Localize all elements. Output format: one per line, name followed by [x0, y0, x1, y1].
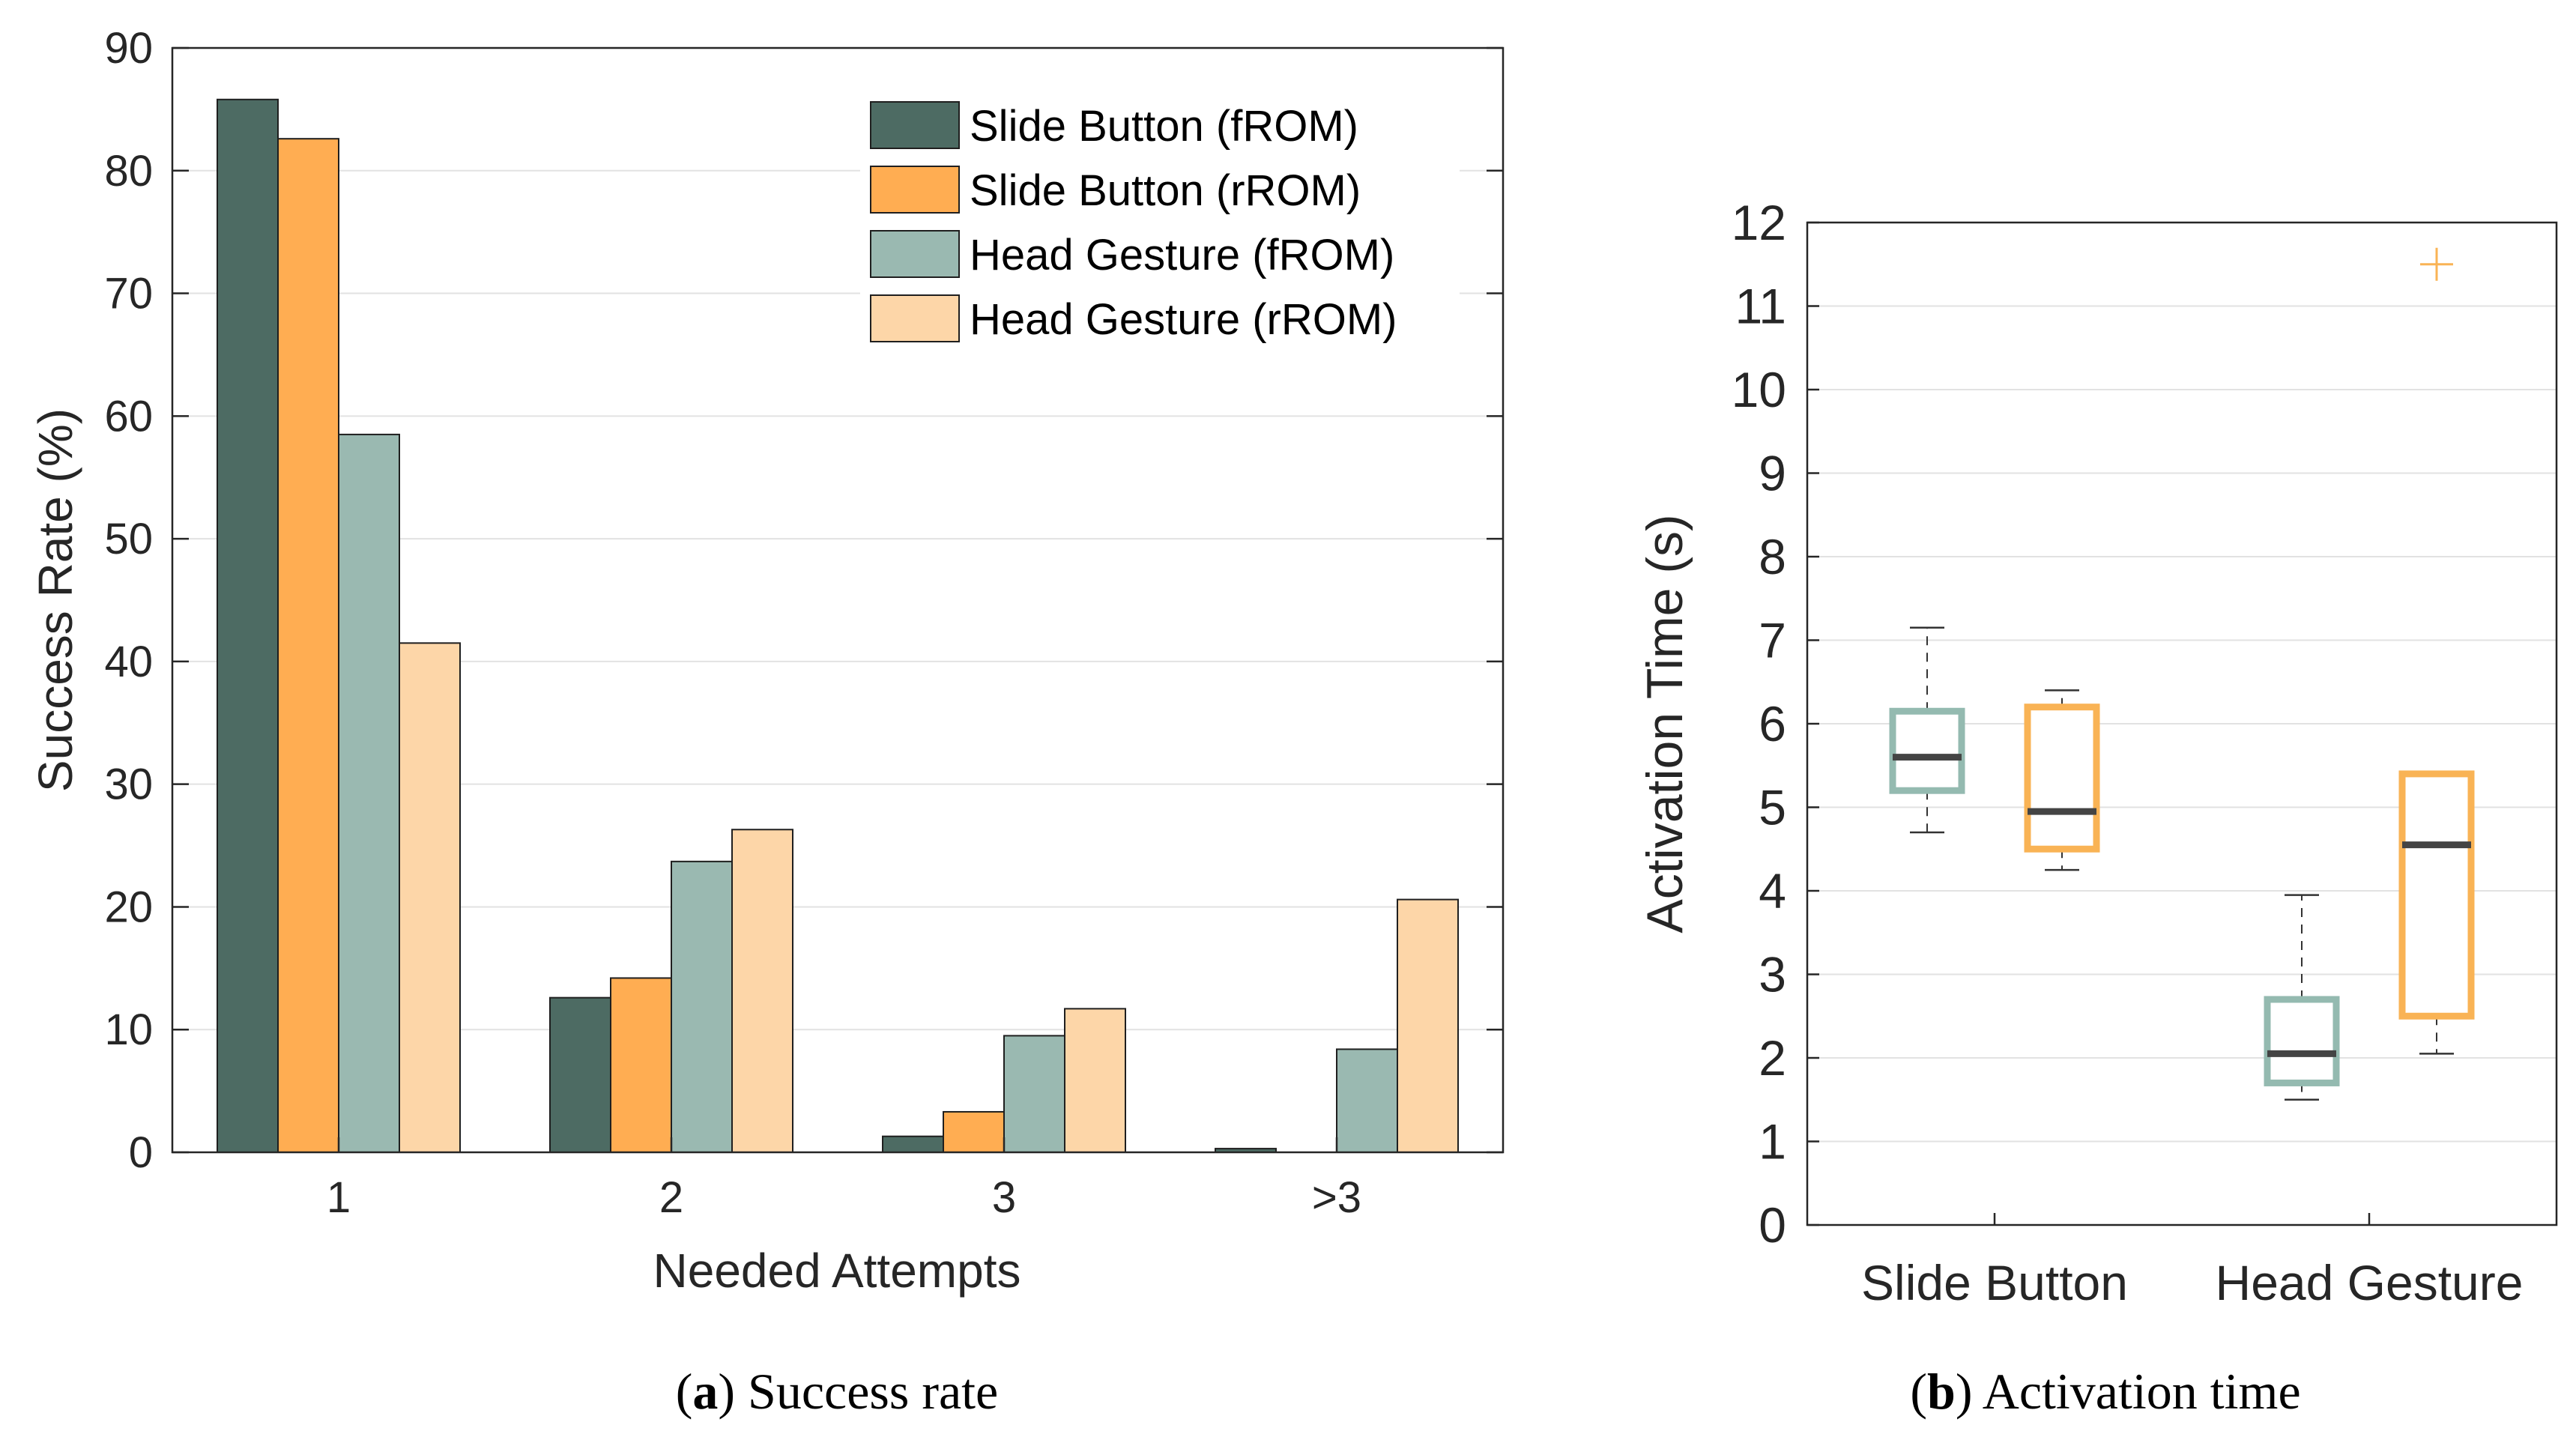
box-iqr	[1889, 707, 1965, 794]
box-y-axis-label: Activation Time (s)	[1636, 514, 1693, 933]
bar	[882, 1135, 944, 1153]
bar-y-tick-label: 20	[104, 883, 153, 931]
bar-x-tick-label: 3	[992, 1173, 1016, 1222]
legend-label: Slide Button (fROM)	[970, 102, 1358, 151]
bar-y-tick-label: 30	[104, 760, 153, 809]
box-y-tick-label: 8	[1759, 529, 1786, 584]
box-y-tick-label: 9	[1759, 446, 1786, 501]
legend-label: Head Gesture (rROM)	[970, 295, 1397, 344]
bar	[277, 138, 339, 1153]
box-y-tick-label: 2	[1759, 1030, 1786, 1086]
box-y-tick-label: 7	[1759, 613, 1786, 668]
bar	[731, 829, 793, 1153]
box-iqr	[2398, 770, 2475, 1020]
box-x-tick-label: Slide Button	[1861, 1255, 2128, 1310]
bar	[1003, 1035, 1065, 1154]
success-rate-chart: 0 10 20 30 40 50 60 70 80 90 1 2 3 >3 Needed Attempt…	[28, 24, 1505, 1420]
legend-swatch	[870, 166, 960, 214]
box-y-tick-label: 0	[1759, 1197, 1786, 1253]
box-y-tick-label: 10	[1732, 362, 1786, 417]
box-y-tick-label: 11	[1735, 279, 1786, 334]
bar-y-tick-label: 40	[104, 638, 153, 686]
box-y-tick-label: 5	[1759, 780, 1786, 835]
legend-swatch	[870, 101, 960, 149]
box-outlier-marker	[2420, 247, 2453, 281]
box-y-tick-label: 1	[1759, 1114, 1786, 1170]
bar	[1397, 898, 1459, 1154]
bar	[610, 977, 672, 1153]
panel-a-letter: a	[692, 1363, 718, 1420]
box-iqr	[2024, 704, 2100, 853]
bar-y-tick-label: 90	[104, 24, 153, 73]
box-y-tick-label: 12	[1732, 195, 1786, 250]
bar	[399, 642, 461, 1153]
bar	[1064, 1008, 1126, 1153]
bar-y-tick-label: 70	[104, 270, 153, 318]
bar-y-tick-label: 0	[129, 1128, 153, 1177]
bar	[338, 433, 400, 1153]
bar-legend: Slide Button (fROM) Slide Button (rROM) He…	[860, 87, 1460, 357]
bar	[943, 1110, 1005, 1154]
legend-swatch	[870, 294, 960, 342]
bar-plot-frame	[171, 46, 1505, 1154]
bar	[671, 860, 733, 1153]
panel-b-caption-text: Activation time	[1983, 1363, 2301, 1420]
bar-y-tick-label: 50	[104, 515, 153, 563]
legend-label: Head Gesture (fROM)	[970, 231, 1394, 279]
bar-y-tick-label: 80	[104, 147, 153, 196]
bar-y-axis-label: Success Rate (%)	[28, 408, 82, 792]
bar-x-tick-label: 2	[659, 1173, 683, 1222]
box-y-tick-label: 3	[1759, 947, 1786, 1002]
panel-a-caption: (a) Success rate	[676, 1363, 999, 1420]
legend-background	[860, 87, 1460, 357]
panel-a-caption-text: Success rate	[748, 1363, 998, 1420]
bar-y-tick-label: 10	[104, 1005, 153, 1054]
box-y-tick-label: 6	[1759, 696, 1786, 751]
box-iqr	[2264, 996, 2340, 1086]
legend-swatch	[870, 230, 960, 278]
bar	[549, 996, 611, 1154]
panel-b-caption: (b) Activation time	[1910, 1363, 2300, 1420]
bar-x-tick-label: >3	[1312, 1173, 1361, 1222]
box-x-tick-label: Head Gesture	[2216, 1255, 2524, 1310]
panel-b-letter: b	[1927, 1363, 1956, 1420]
bar-x-tick-label: 1	[327, 1173, 351, 1222]
bar	[217, 98, 279, 1154]
bar	[1336, 1048, 1398, 1153]
bar-y-tick-label: 60	[104, 392, 153, 441]
bar-x-axis-label: Needed Attempts	[653, 1244, 1021, 1298]
legend-label: Slide Button (rROM)	[970, 166, 1361, 215]
box-y-tick-label: 4	[1759, 863, 1786, 919]
